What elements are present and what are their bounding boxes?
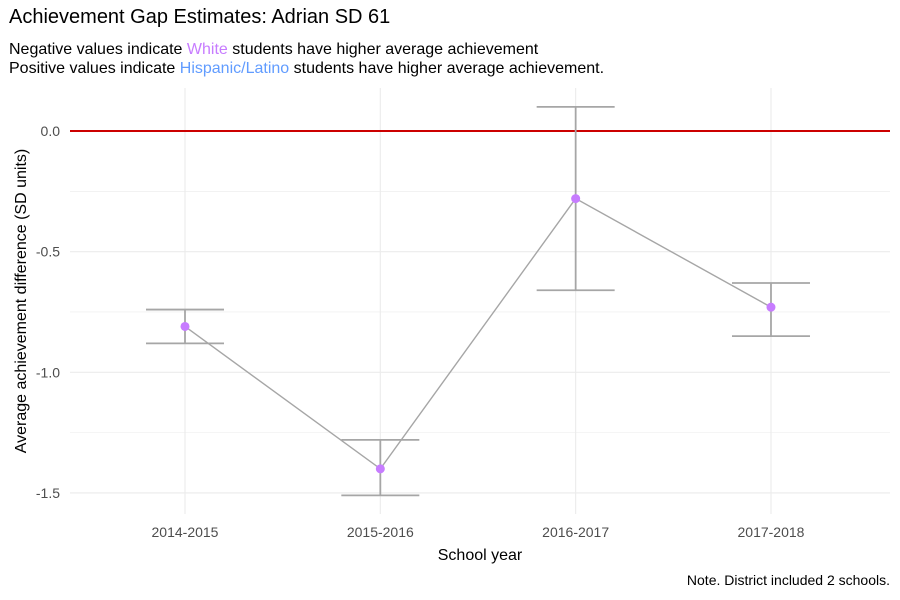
caption-note: Note. District included 2 schools. bbox=[686, 572, 890, 588]
data-point bbox=[180, 321, 190, 331]
x-tick-label: 2015-2016 bbox=[347, 524, 414, 540]
data-point bbox=[766, 302, 776, 312]
subtitle-line-2: Positive values indicate Hispanic/Latino… bbox=[9, 60, 604, 78]
gridlines bbox=[70, 88, 890, 514]
x-tick-label: 2016-2017 bbox=[542, 524, 609, 540]
y-axis-title: Average achievement difference (SD units… bbox=[13, 149, 30, 453]
subtitle-line-1-prefix: Negative values indicate bbox=[9, 41, 187, 58]
series-line bbox=[184, 197, 772, 470]
x-axis-title: School year bbox=[438, 547, 523, 564]
data-point bbox=[375, 464, 385, 474]
y-tick-label: -1.5 bbox=[36, 485, 60, 501]
subtitle-line-2-prefix: Positive values indicate bbox=[9, 60, 180, 77]
x-tick-label: 2014-2015 bbox=[152, 524, 219, 540]
x-tick-label: 2017-2018 bbox=[738, 524, 805, 540]
subtitle-line-2-suffix: students have higher average achievement… bbox=[289, 60, 605, 77]
error-bars bbox=[146, 105, 810, 497]
subtitle-line-1-suffix: students have higher average achievement bbox=[227, 41, 539, 58]
y-tick-label: 0.0 bbox=[41, 123, 61, 139]
subtitle-white-highlight: White bbox=[186, 41, 228, 58]
data-point bbox=[571, 194, 581, 204]
subtitle-line-1: Negative values indicate White students … bbox=[9, 41, 538, 59]
subtitle-hispanic-highlight: Hispanic/Latino bbox=[179, 60, 290, 77]
chart-title: Achievement Gap Estimates: Adrian SD 61 bbox=[9, 6, 391, 28]
y-tick-label: -0.5 bbox=[36, 244, 60, 260]
y-tick-label: -1.0 bbox=[36, 364, 60, 380]
